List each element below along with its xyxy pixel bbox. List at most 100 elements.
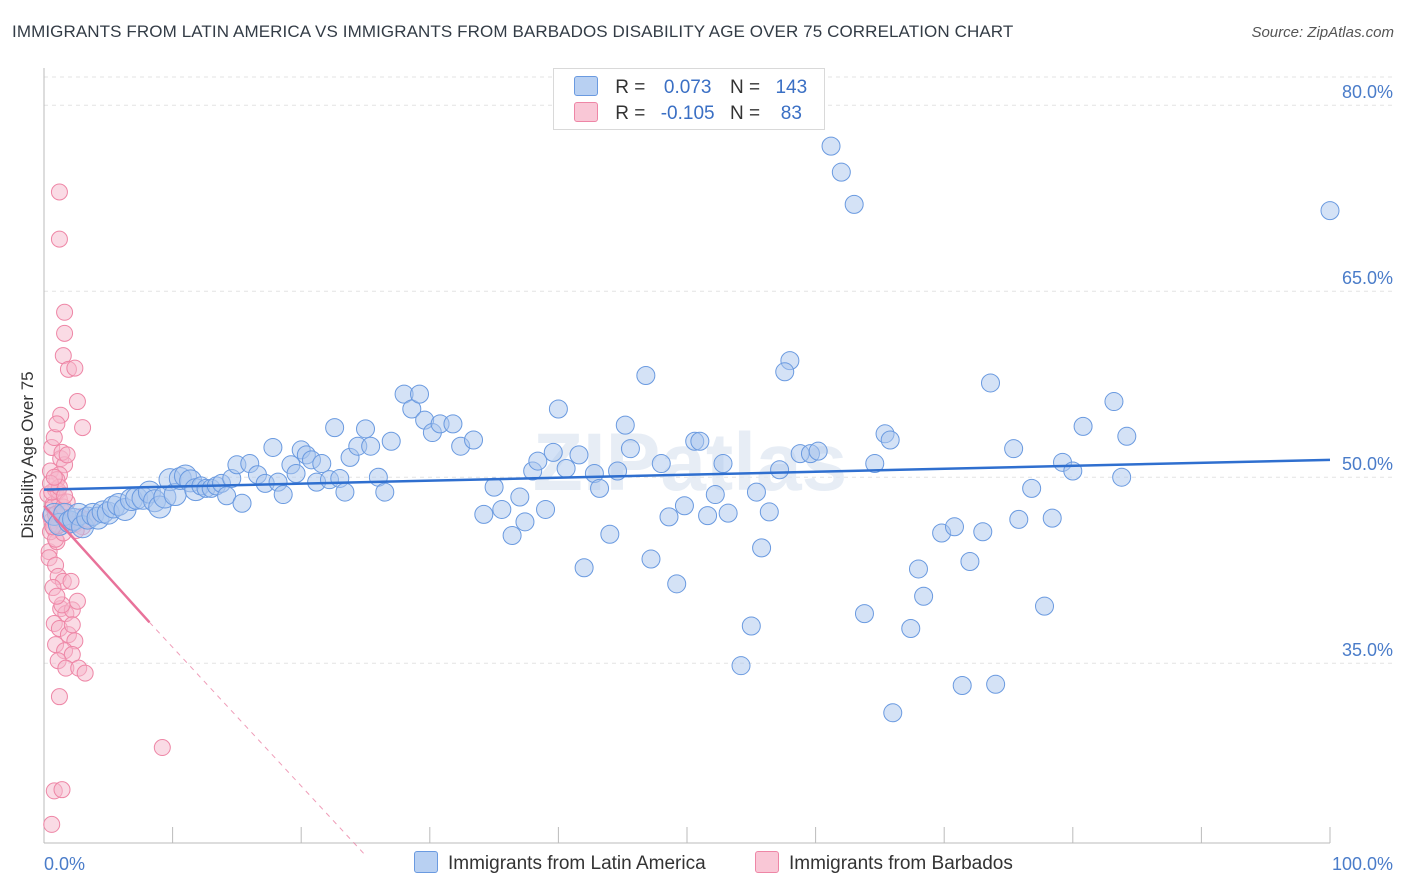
barbados-point bbox=[50, 230, 68, 248]
latin-america-point bbox=[641, 549, 661, 569]
barbados-point bbox=[43, 815, 61, 833]
latin-america-point bbox=[746, 482, 766, 502]
latin-america-point bbox=[690, 431, 710, 451]
latin-america-point bbox=[880, 430, 900, 450]
pink-swatch bbox=[574, 102, 598, 122]
latin-america-point bbox=[808, 441, 828, 461]
stats-legend: R = 0.073 N = 143 R = -0.105 N = 83 bbox=[553, 68, 825, 130]
latin-america-point bbox=[464, 430, 484, 450]
latin-america-point bbox=[952, 676, 972, 696]
latin-america-point bbox=[510, 487, 530, 507]
latin-america-point bbox=[973, 522, 993, 542]
x-tick-label: 100.0% bbox=[1332, 854, 1393, 874]
barbados-trend-dashed bbox=[149, 621, 366, 856]
barbados-trend-line bbox=[43, 504, 151, 624]
r-label: R = bbox=[615, 103, 646, 124]
gridlines bbox=[44, 76, 1392, 664]
y-tick-label: 35.0% bbox=[1342, 640, 1393, 660]
latin-america-point bbox=[1320, 201, 1340, 221]
barbados-point bbox=[48, 415, 66, 433]
latin-america-point bbox=[600, 524, 620, 544]
barbados-point bbox=[63, 616, 81, 634]
latin-america-point bbox=[775, 362, 795, 382]
latin-america-point bbox=[770, 460, 790, 480]
axes bbox=[43, 68, 1331, 844]
barbados-point bbox=[53, 781, 71, 799]
latin-america-point bbox=[402, 399, 422, 419]
latin-america-point bbox=[232, 493, 252, 513]
latin-america-point bbox=[528, 451, 548, 471]
r-value: 0.073 bbox=[663, 77, 712, 98]
chart-title: IMMIGRANTS FROM LATIN AMERICA VS IMMIGRA… bbox=[12, 22, 1014, 41]
latin-america-point bbox=[667, 574, 687, 594]
latin-america-point bbox=[718, 503, 738, 523]
barbados-point bbox=[63, 646, 81, 664]
n-label: N = bbox=[729, 77, 761, 98]
latin-america-point bbox=[944, 517, 964, 537]
latin-america-trend-line bbox=[43, 458, 1331, 491]
barbados-point bbox=[56, 324, 74, 342]
latin-america-point bbox=[1004, 439, 1024, 459]
latin-america-point bbox=[590, 478, 610, 498]
latin-america-point bbox=[474, 504, 494, 524]
latin-america-point bbox=[1073, 416, 1093, 436]
latin-america-point bbox=[659, 507, 679, 527]
legend-item-latin-america: Immigrants from Latin America bbox=[414, 851, 706, 875]
latin-america-point bbox=[960, 552, 980, 572]
blue-swatch bbox=[414, 851, 438, 873]
latin-america-point bbox=[286, 463, 306, 483]
r-value: -0.105 bbox=[660, 103, 715, 124]
watermark: ZIPatlas bbox=[533, 417, 847, 508]
x-tick-labels: 0.0% 100.0% bbox=[44, 854, 1393, 874]
latin-america-point bbox=[361, 436, 381, 456]
latin-america-point bbox=[854, 604, 874, 624]
r-label: R = bbox=[615, 77, 646, 98]
latin-america-point bbox=[1009, 509, 1029, 529]
latin-america-point bbox=[1117, 426, 1137, 446]
latin-america-point bbox=[375, 482, 395, 502]
barbados-point bbox=[48, 587, 66, 605]
barbados-point bbox=[50, 183, 68, 201]
latin-america-point bbox=[492, 499, 512, 519]
latin-america-point bbox=[980, 373, 1000, 393]
latin-america-point bbox=[556, 459, 576, 479]
n-value: 143 bbox=[775, 77, 808, 98]
latin-america-point bbox=[620, 439, 640, 459]
latin-america-point bbox=[536, 499, 556, 519]
latin-america-point bbox=[986, 674, 1006, 694]
barbados-point bbox=[153, 739, 171, 757]
n-value: 83 bbox=[780, 103, 802, 124]
barbados-point bbox=[76, 664, 94, 682]
latin-america-point bbox=[1112, 467, 1132, 487]
latin-america-point bbox=[713, 454, 733, 474]
legend-row-barbados: R = -0.105 N = 83 bbox=[574, 102, 817, 124]
legend-item-barbados: Immigrants from Barbados bbox=[755, 851, 1013, 875]
y-tick-label: 80.0% bbox=[1342, 82, 1393, 102]
latin-america-point bbox=[705, 485, 725, 505]
latin-america-point bbox=[752, 538, 772, 558]
latin-america-point bbox=[443, 414, 463, 434]
legend-label: Immigrants from Latin America bbox=[448, 853, 706, 874]
latin-america-point bbox=[883, 703, 903, 723]
latin-america-point bbox=[615, 415, 635, 435]
latin-america-point bbox=[263, 437, 283, 457]
latin-america-point bbox=[325, 418, 345, 438]
latin-america-point bbox=[698, 506, 718, 526]
latin-america-point bbox=[543, 442, 563, 462]
barbados-point bbox=[50, 688, 68, 706]
n-label: N = bbox=[729, 103, 761, 124]
latin-america-point bbox=[381, 431, 401, 451]
barbados-trend-extension bbox=[149, 621, 366, 856]
latin-america-point bbox=[574, 558, 594, 578]
pink-swatch bbox=[755, 851, 779, 873]
barbados-point bbox=[58, 446, 76, 464]
latin-america-point bbox=[502, 525, 522, 545]
latin-america-point bbox=[484, 477, 504, 497]
latin-america-point bbox=[1042, 508, 1062, 528]
legend-row-latin-america: R = 0.073 N = 143 bbox=[574, 76, 817, 98]
y-tick-label: 50.0% bbox=[1342, 454, 1393, 474]
latin-america-point bbox=[312, 454, 332, 474]
latin-america-point bbox=[759, 502, 779, 522]
barbados-point bbox=[56, 303, 74, 321]
y-tick-label: 65.0% bbox=[1342, 268, 1393, 288]
